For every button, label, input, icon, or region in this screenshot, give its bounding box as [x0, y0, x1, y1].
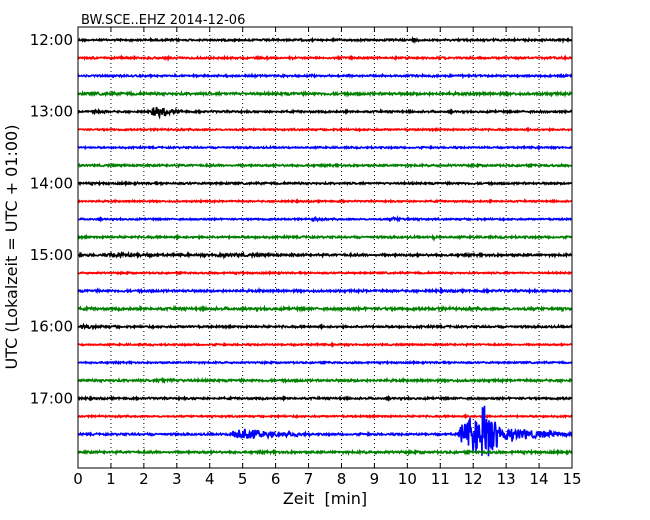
- x-axis: 0 1 2 3 4 5 6 7 8 9 10 11 12 13 14 15: [73, 27, 582, 488]
- trace-1445: [78, 233, 572, 243]
- trace-1230: [78, 72, 572, 80]
- x-tick-label: 0: [73, 470, 83, 488]
- x-tick-label: 8: [337, 470, 347, 488]
- trace-1700: [78, 394, 572, 403]
- trace-1345: [78, 162, 572, 169]
- y-tick-label: 16:00: [30, 318, 73, 336]
- x-tick-label: 6: [271, 470, 281, 488]
- trace-1715: [78, 413, 572, 420]
- x-tick-label: 11: [431, 470, 450, 488]
- y-tick-label: 13:00: [30, 103, 73, 121]
- x-tick-label: 5: [238, 470, 248, 488]
- trace-1415: [78, 197, 572, 205]
- x-tick-label: 9: [370, 470, 380, 488]
- x-axis-label: Zeit [min]: [283, 489, 367, 508]
- grid-lines: [110, 27, 540, 468]
- y-axis-label: UTC (Lokalzeit = UTC + 01:00): [2, 125, 21, 370]
- trace-1600: [78, 322, 572, 331]
- trace-1645: [78, 376, 572, 385]
- trace-1630: [78, 359, 572, 366]
- y-tick-label: 17:00: [30, 389, 73, 407]
- trace-1215: [78, 54, 572, 62]
- x-tick-label: 13: [497, 470, 516, 488]
- y-tick-label: 15:00: [30, 246, 73, 264]
- x-tick-label: 14: [530, 470, 549, 488]
- trace-1300: [78, 106, 572, 120]
- trace-1515: [78, 269, 572, 276]
- traces: [78, 35, 572, 457]
- x-tick-label: 4: [205, 470, 215, 488]
- x-tick-label: 15: [562, 470, 581, 488]
- plot-frame: [77, 26, 573, 469]
- trace-1400: [78, 179, 572, 187]
- trace-1330: [78, 144, 572, 151]
- y-axis: 12:00 13:00 14:00 15:00 16:00 17:00: [30, 31, 83, 407]
- x-tick-label: 1: [106, 470, 116, 488]
- trace-1745: [78, 448, 572, 457]
- trace-1245: [78, 89, 572, 99]
- trace-1430: [78, 214, 572, 223]
- trace-1500: [78, 250, 572, 260]
- x-tick-label: 12: [464, 470, 483, 488]
- trace-1730: [78, 405, 572, 457]
- chart-title: BW.SCE..EHZ 2014-12-06: [81, 13, 245, 28]
- trace-1530: [78, 286, 572, 295]
- y-tick-label: 12:00: [30, 31, 73, 49]
- y-tick-label: 14:00: [30, 174, 73, 192]
- x-tick-label: 3: [172, 470, 182, 488]
- trace-1315: [78, 126, 572, 133]
- trace-1200: [78, 35, 572, 45]
- x-tick-label: 2: [139, 470, 149, 488]
- trace-1615: [78, 341, 572, 349]
- x-tick-label: 10: [398, 470, 417, 488]
- x-tick-label: 7: [304, 470, 314, 488]
- trace-1545: [78, 304, 572, 313]
